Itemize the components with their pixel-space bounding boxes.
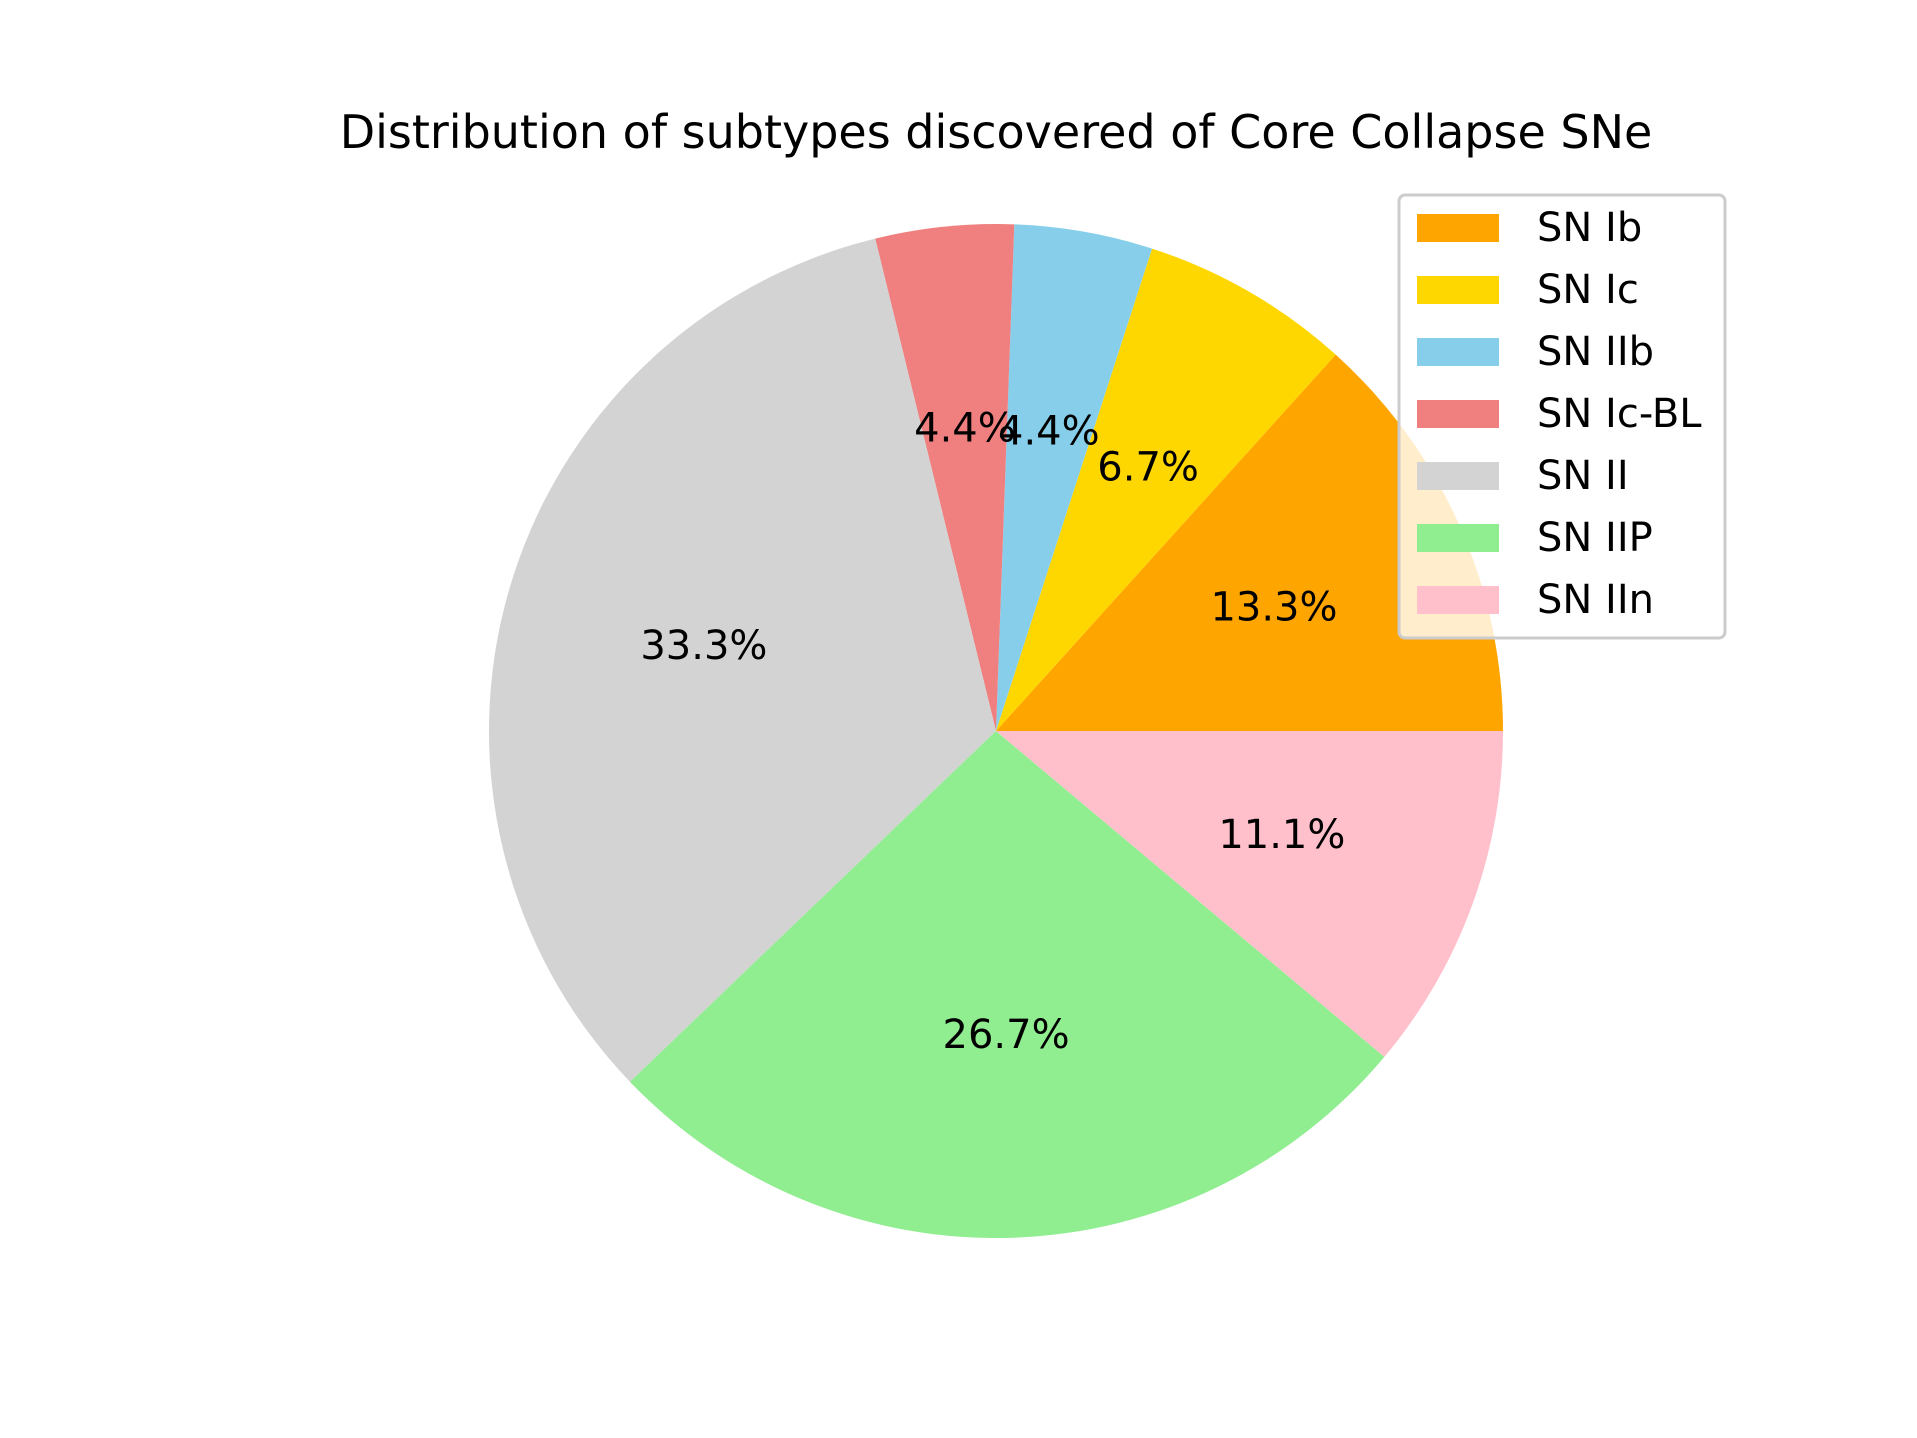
legend-swatch-0 <box>1417 214 1499 242</box>
pie-slice-6 <box>996 731 1503 1057</box>
pie-pct-label-0: 13.3% <box>1210 584 1337 630</box>
legend-swatch-2 <box>1417 338 1499 366</box>
chart-title: Distribution of subtypes discovered of C… <box>340 105 1653 159</box>
legend-label-6: SN IIn <box>1537 577 1654 623</box>
pie-pct-label-2: 4.4% <box>998 408 1100 454</box>
legend-swatch-5 <box>1417 524 1499 552</box>
legend-label-1: SN Ic <box>1537 267 1639 313</box>
pie-slice-3 <box>875 224 1015 731</box>
legend-swatch-3 <box>1417 400 1499 428</box>
legend-label-5: SN IIP <box>1537 515 1653 561</box>
legend-swatch-1 <box>1417 276 1499 304</box>
pie-slices <box>488 224 1503 1238</box>
legend-label-2: SN IIb <box>1537 329 1654 375</box>
legend-label-3: SN Ic-BL <box>1537 391 1702 437</box>
pie-slice-1 <box>996 248 1336 731</box>
pie-pct-label-4: 33.3% <box>640 623 767 669</box>
legend-label-0: SN Ib <box>1537 205 1642 251</box>
pie-slice-2 <box>996 224 1153 731</box>
legend-label-4: SN II <box>1537 453 1629 499</box>
legend-swatch-6 <box>1417 586 1499 614</box>
legend-swatch-4 <box>1417 462 1499 490</box>
legend: SN Ib SN Ic SN IIb SN Ic-BL SN II SN IIP SN II… <box>1397 193 1727 640</box>
pie-pct-label-3: 4.4% <box>914 405 1016 451</box>
pie-slice-0 <box>996 354 1503 731</box>
pie-pct-label-5: 26.7% <box>943 1012 1070 1058</box>
pie-pct-labels: 13.3%6.7%4.4%4.4%33.3%26.7%11.1% <box>640 405 1345 1058</box>
pie-slice-4 <box>488 238 996 1082</box>
pie-slice-5 <box>629 731 1385 1238</box>
pie-pct-label-1: 6.7% <box>1097 445 1199 491</box>
pie-pct-label-6: 11.1% <box>1218 812 1345 858</box>
